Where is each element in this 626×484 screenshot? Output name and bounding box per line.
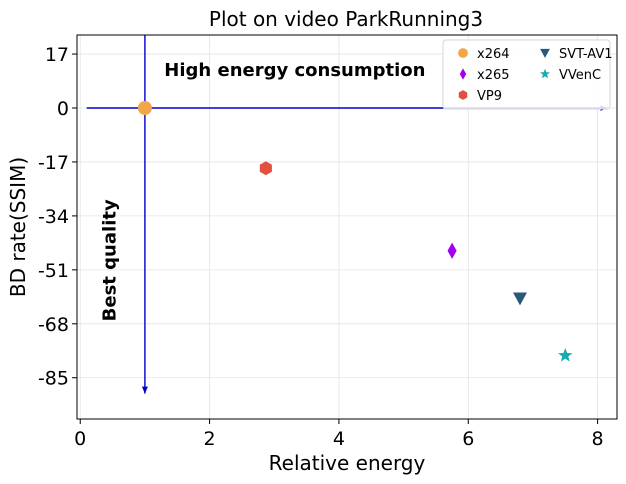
point-x264	[137, 100, 152, 115]
point-x265	[447, 242, 457, 259]
data-points	[137, 100, 573, 362]
legend-label: x265	[477, 68, 510, 83]
legend-marker-vvenc	[540, 68, 550, 79]
x-tick-label: 6	[462, 428, 474, 450]
x-tick-label: 8	[592, 428, 604, 450]
legend-label: VP9	[477, 89, 502, 104]
y-tick-label: -51	[38, 260, 69, 282]
legend-label: x264	[477, 47, 510, 62]
y-tick-label: 0	[57, 98, 69, 120]
point-vvenc	[558, 348, 573, 362]
legend-label: SVT-AV1	[559, 47, 613, 62]
annotation-1: Best quality	[99, 199, 120, 321]
legend-marker-vp9	[458, 90, 468, 100]
point-svt-av1	[512, 292, 527, 306]
x-axis-label: Relative energy	[269, 451, 426, 475]
legend-marker-x264	[458, 48, 468, 58]
y-tick-label: -85	[38, 368, 69, 390]
x-tick-label: 0	[74, 428, 86, 450]
y-axis-label: BD rate(SSIM)	[6, 157, 30, 297]
annotations: High energy consumption Best quality	[99, 60, 425, 321]
x-tick-label: 4	[333, 428, 345, 450]
plot-frame	[76, 34, 618, 420]
legend-marker-x265	[459, 68, 467, 80]
legend-box	[442, 39, 611, 110]
point-vp9	[259, 161, 272, 176]
y-tick-label: -17	[38, 152, 69, 174]
y-tick-label: -34	[38, 206, 69, 228]
y-tick-label: 17	[45, 44, 69, 66]
legend-label: VVenC	[559, 68, 601, 83]
legend: x264 x265 VP9 SVT-AV1 VVenC	[442, 39, 613, 110]
legend-marker-svt-av1	[540, 48, 550, 58]
x-tick-label: 2	[204, 428, 216, 450]
y-tick-label: -68	[38, 314, 69, 336]
axis-ticks: 0 2 4 6 8 17 0 -17 -34 -51 -68 -85	[38, 44, 604, 450]
chart-title: Plot on video ParkRunning3	[209, 7, 483, 31]
annotation-0: High energy consumption	[164, 60, 425, 81]
